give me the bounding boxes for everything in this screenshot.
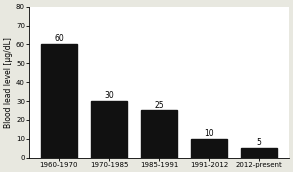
Text: 10: 10 xyxy=(204,129,214,138)
Text: 60: 60 xyxy=(54,34,64,44)
Text: 5: 5 xyxy=(257,138,261,147)
Text: 30: 30 xyxy=(104,91,114,100)
Bar xyxy=(91,101,127,158)
Bar xyxy=(191,139,227,158)
Bar xyxy=(141,110,177,158)
Text: 25: 25 xyxy=(154,101,164,110)
Y-axis label: Blood lead level [μg/dL]: Blood lead level [μg/dL] xyxy=(4,37,13,128)
Bar xyxy=(41,44,77,158)
Bar xyxy=(241,148,277,158)
